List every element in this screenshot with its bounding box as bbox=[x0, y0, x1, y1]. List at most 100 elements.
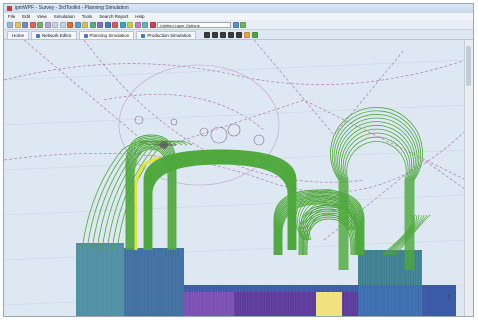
route-arc bbox=[299, 195, 354, 241]
timeline-icon[interactable] bbox=[252, 32, 259, 38]
route-arc bbox=[148, 158, 292, 250]
route-arc bbox=[395, 214, 431, 256]
highlighted-route bbox=[134, 156, 163, 250]
route-arc bbox=[337, 121, 416, 270]
route-arc bbox=[381, 214, 414, 256]
route-arc bbox=[275, 193, 363, 255]
route-arc bbox=[342, 132, 411, 270]
open-folder-icon[interactable] bbox=[14, 21, 21, 28]
tab-home-label: Home bbox=[12, 33, 25, 38]
app-window: ipmWPF - Survey - 3rdToolkit - Planning … bbox=[3, 3, 474, 317]
route-arc bbox=[385, 214, 417, 256]
menu-bar: File Edit View Simulation Tools Search R… bbox=[4, 13, 473, 20]
measure-icon[interactable] bbox=[97, 21, 103, 28]
route-arc bbox=[150, 162, 290, 250]
app-icon bbox=[7, 6, 12, 11]
tab-production-simulation[interactable]: Production Simulation bbox=[136, 31, 197, 39]
route-arc bbox=[330, 106, 423, 270]
route-arc bbox=[391, 214, 425, 256]
route-arc bbox=[149, 159, 291, 250]
grid-icon[interactable] bbox=[134, 21, 141, 28]
route-arc bbox=[309, 213, 348, 241]
alert-icon[interactable] bbox=[149, 21, 156, 28]
route-arc bbox=[143, 149, 297, 250]
redo-icon[interactable] bbox=[59, 21, 66, 28]
undo-icon[interactable] bbox=[52, 21, 58, 28]
planning-icon bbox=[83, 33, 88, 38]
route-arc bbox=[297, 192, 355, 241]
route-arc bbox=[146, 154, 294, 250]
copy-icon[interactable] bbox=[37, 21, 43, 28]
step-back-icon[interactable] bbox=[212, 32, 219, 38]
route-arc bbox=[143, 150, 297, 250]
route-arc bbox=[149, 160, 291, 250]
network-icon bbox=[36, 33, 41, 38]
menu-simulation[interactable]: Simulation bbox=[53, 14, 75, 19]
menu-tools[interactable]: Tools bbox=[81, 14, 93, 19]
menu-edit[interactable]: Edit bbox=[22, 14, 31, 19]
filter-icon[interactable] bbox=[142, 21, 148, 28]
layer-options-select[interactable]: Untitled Layer Options bbox=[157, 21, 231, 28]
route-arc bbox=[116, 140, 193, 251]
route-arc bbox=[145, 153, 295, 250]
waypoint-circle bbox=[134, 115, 144, 125]
route-arcs bbox=[81, 106, 431, 270]
scrollbar-thumb[interactable] bbox=[466, 46, 471, 86]
fast-forward-icon[interactable] bbox=[236, 32, 243, 38]
select-icon[interactable] bbox=[74, 21, 81, 28]
stop-icon[interactable] bbox=[112, 21, 118, 28]
map-drawing[interactable] bbox=[4, 40, 466, 317]
route-arc bbox=[147, 156, 293, 250]
paste-icon[interactable] bbox=[44, 21, 51, 28]
menu-file[interactable]: File bbox=[8, 14, 16, 19]
route-arc bbox=[151, 163, 289, 250]
layer-props-icon[interactable] bbox=[232, 21, 239, 28]
layer-icon[interactable] bbox=[127, 21, 133, 28]
run-icon[interactable] bbox=[67, 21, 73, 28]
route-arc bbox=[304, 205, 350, 241]
play-icon[interactable] bbox=[119, 21, 126, 28]
tab-planning-simulation[interactable]: Planning Simulation bbox=[78, 31, 135, 39]
new-file-icon[interactable] bbox=[7, 21, 13, 28]
playback-controls bbox=[204, 31, 259, 39]
play-icon[interactable] bbox=[220, 32, 227, 38]
route-icon[interactable] bbox=[104, 21, 111, 28]
rewind-icon[interactable] bbox=[204, 32, 211, 38]
vessel-icon[interactable] bbox=[154, 141, 176, 149]
menu-view[interactable]: View bbox=[37, 14, 47, 19]
route-arc bbox=[148, 158, 292, 250]
tab-home[interactable]: Home bbox=[7, 31, 30, 39]
background-route bbox=[103, 93, 265, 131]
main-toolbar: Untitled Layer Options bbox=[4, 20, 473, 30]
vertical-scrollbar[interactable] bbox=[464, 40, 473, 316]
map-canvas[interactable]: ↑ bbox=[4, 40, 466, 317]
tab-network-editor[interactable]: Network Editor bbox=[31, 31, 77, 39]
route-arc bbox=[389, 214, 422, 256]
terrain-left-tower bbox=[76, 243, 124, 316]
cut-icon[interactable] bbox=[29, 21, 36, 28]
route-arc bbox=[303, 212, 355, 255]
route-arc bbox=[300, 198, 352, 241]
route-arc bbox=[276, 194, 362, 255]
terrain-left-center-block bbox=[124, 248, 184, 316]
step-forward-icon[interactable] bbox=[228, 32, 235, 38]
pan-icon[interactable] bbox=[89, 21, 96, 28]
waypoint-circle bbox=[253, 134, 265, 146]
route-arc bbox=[339, 124, 414, 270]
zoom-icon[interactable] bbox=[82, 21, 88, 28]
route-arc bbox=[387, 214, 420, 256]
route-arc bbox=[274, 190, 364, 255]
title-bar: ipmWPF - Survey - 3rdToolkit - Planning … bbox=[4, 4, 473, 13]
route-arc bbox=[147, 156, 293, 250]
record-icon[interactable] bbox=[244, 32, 251, 38]
route-arc bbox=[331, 110, 422, 270]
layer-add-icon[interactable] bbox=[240, 21, 246, 28]
production-icon bbox=[141, 33, 146, 38]
grid-line bbox=[4, 59, 466, 81]
terrain-purple-block bbox=[234, 292, 316, 316]
menu-search-report[interactable]: Search Report bbox=[99, 14, 129, 19]
route-arc bbox=[144, 150, 296, 250]
save-icon[interactable] bbox=[22, 21, 28, 28]
menu-help[interactable]: Help bbox=[135, 14, 145, 19]
terrain-purple-block bbox=[342, 292, 358, 316]
